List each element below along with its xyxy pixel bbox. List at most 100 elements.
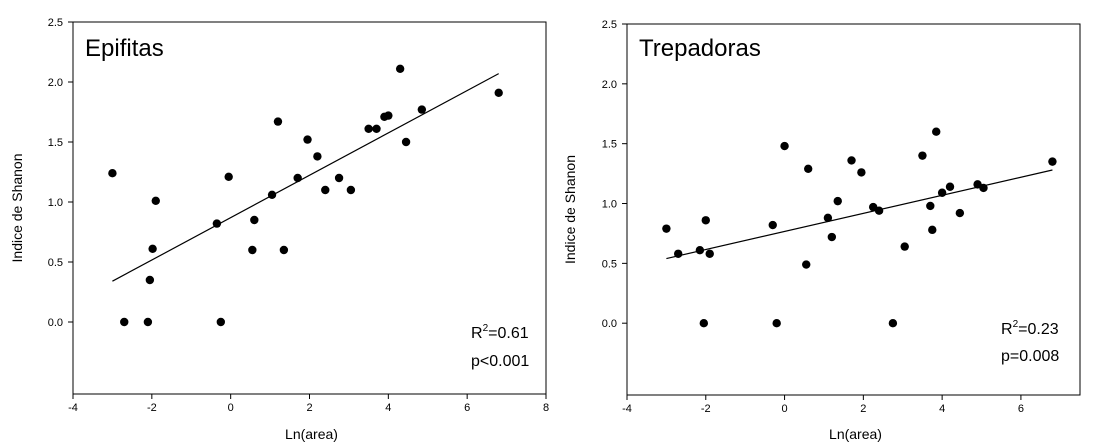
data-point	[384, 111, 393, 120]
y-tick-label: 0.5	[48, 257, 63, 269]
data-point	[932, 127, 941, 136]
x-axis-label: Ln(area)	[829, 426, 882, 442]
data-point	[216, 317, 226, 327]
x-tick-label: 2	[860, 403, 866, 415]
data-point	[804, 164, 813, 174]
data-point	[212, 219, 222, 228]
x-axis-label: Ln(area)	[285, 426, 338, 442]
data-point	[918, 151, 927, 160]
r-squared-label: R2=0.61	[471, 323, 529, 342]
data-point	[143, 317, 153, 327]
data-point	[303, 135, 312, 144]
data-point	[1048, 157, 1057, 166]
x-tick-label: 0	[782, 403, 788, 415]
data-point	[874, 206, 884, 215]
epifitas-panel: -4 -2 0 2 4 6 8 0.0 0.5 1.0 1.5 2.0 2.5 Ln(area) Indic…	[9, 17, 549, 442]
x-tick-label: -2	[701, 403, 711, 415]
data-point	[151, 196, 160, 205]
r-squared-label: R2=0.23	[1001, 319, 1059, 338]
panel-title: Epifitas	[85, 35, 164, 62]
y-tick-label: 0.0	[602, 318, 617, 330]
data-point	[857, 168, 866, 177]
regression-line	[112, 73, 499, 282]
x-tick-label: 6	[1018, 403, 1024, 415]
r-squared-value: =0.61	[488, 325, 529, 342]
x-tick-label: 4	[939, 403, 945, 415]
data-point	[145, 275, 155, 285]
data-point	[364, 124, 373, 133]
data-point	[372, 124, 381, 133]
data-point	[279, 245, 289, 255]
data-point	[401, 137, 411, 147]
p-value-label: p=0.008	[1001, 348, 1059, 365]
x-tick-label: -4	[68, 402, 78, 414]
data-point	[662, 224, 671, 233]
data-point	[321, 185, 330, 195]
data-point	[926, 201, 935, 211]
data-point	[224, 172, 233, 181]
r-squared-superscript: 2	[483, 323, 489, 334]
y-tick-label: 2.0	[602, 79, 617, 91]
data-point	[955, 208, 965, 218]
r-squared-superscript: 2	[1013, 319, 1019, 330]
x-tick-label: 8	[543, 402, 549, 414]
y-axis-label: Indice de Shanon	[9, 154, 25, 263]
data-point	[293, 173, 302, 183]
y-tick-label: 0.5	[602, 258, 617, 270]
x-tick-label: -2	[147, 402, 157, 414]
x-tick-label: 2	[306, 402, 312, 414]
data-point	[888, 318, 898, 328]
r-squared-symbol: R	[1001, 321, 1013, 338]
data-point	[847, 156, 856, 165]
data-point	[701, 216, 710, 225]
y-tick-label: 0.0	[48, 317, 63, 329]
data-point	[248, 245, 257, 255]
data-point	[395, 64, 405, 74]
data-point	[313, 152, 322, 161]
data-point	[346, 185, 356, 195]
data-point	[674, 249, 683, 258]
y-tick-label: 1.5	[48, 137, 63, 149]
data-point	[900, 242, 909, 251]
data-point	[334, 173, 344, 183]
data-point	[945, 182, 955, 191]
data-point	[802, 260, 811, 269]
data-point	[772, 318, 781, 328]
y-tick-label: 1.5	[602, 139, 617, 151]
data-point	[695, 245, 705, 255]
data-point	[417, 105, 427, 114]
data-point	[979, 183, 988, 193]
y-tick-label: 1.0	[48, 197, 63, 209]
data-point	[780, 141, 789, 151]
data-point	[928, 225, 937, 235]
p-value-label: p<0.001	[471, 353, 529, 370]
data-point	[937, 188, 947, 197]
y-tick-label: 2.0	[48, 77, 63, 89]
data-point	[120, 317, 129, 327]
x-tick-label: 4	[385, 402, 391, 414]
x-tick-label: -4	[622, 403, 632, 415]
data-point	[494, 88, 503, 98]
data-point	[108, 169, 117, 178]
data-point	[267, 190, 277, 199]
data-point	[833, 196, 842, 206]
data-point	[827, 232, 837, 242]
trepadoras-panel: -4 -2 0 2 4 6 0.0 0.5 1.0 1.5 2.0 2.5 Ln(area) Indice…	[562, 19, 1081, 442]
data-point	[250, 215, 259, 225]
y-tick-label: 2.5	[602, 19, 617, 31]
data-point	[768, 220, 777, 230]
panel-title: Trepadoras	[639, 35, 761, 62]
plot-frame	[626, 23, 1081, 396]
data-point	[823, 213, 833, 223]
y-tick-label: 1.0	[602, 199, 617, 211]
r-squared-value: =0.23	[1018, 321, 1059, 338]
data-point	[699, 318, 709, 328]
x-tick-label: 0	[228, 402, 234, 414]
regression-line	[666, 169, 1053, 260]
data-point	[273, 117, 283, 126]
data-point	[148, 244, 157, 253]
y-axis-label: Indice de Shanon	[562, 155, 578, 264]
y-tick-label: 2.5	[48, 17, 63, 29]
data-point	[705, 249, 714, 258]
